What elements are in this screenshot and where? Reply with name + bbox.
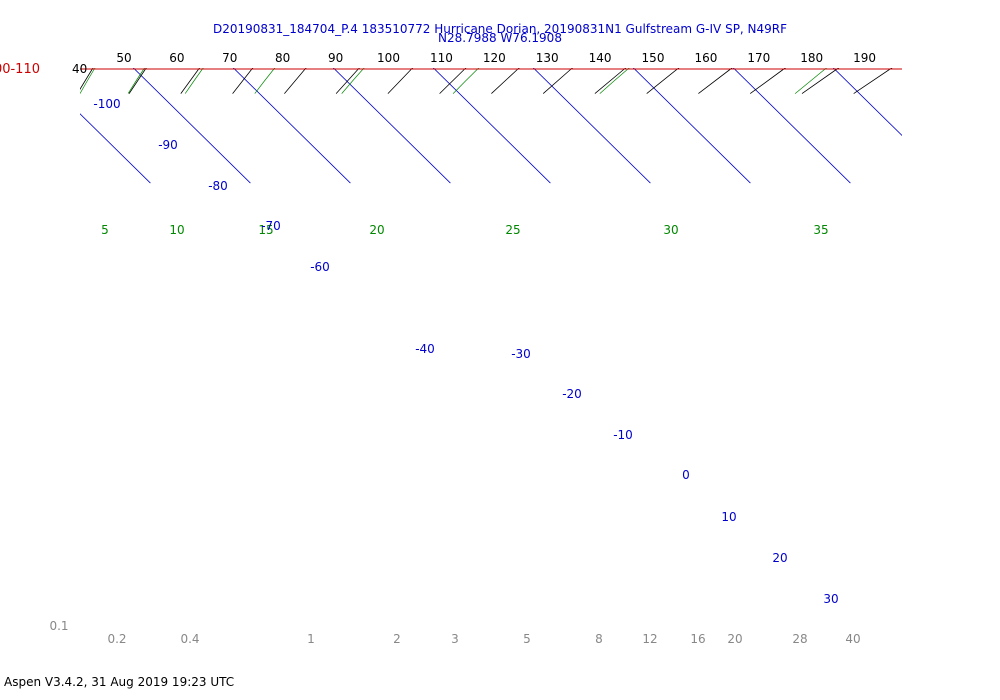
moist-adiabat-label: 35 <box>813 223 828 237</box>
dry-adiabat-line <box>128 68 147 94</box>
moist-adiabat-line <box>0 0 292 94</box>
top-tick-label: 110 <box>430 51 453 65</box>
top-tick-label: 140 <box>589 51 612 65</box>
pressure-tick-label: 100-110 <box>0 62 40 77</box>
moist-adiabat-line <box>0 0 442 94</box>
moist-adiabat-label: 5 <box>101 223 109 237</box>
isotherm-line <box>0 0 50 183</box>
mixing-ratio-label: 3 <box>451 632 459 646</box>
mixing-ratio-label: 2 <box>393 632 401 646</box>
mixing-ratio-label: 16 <box>690 632 705 646</box>
top-tick-label: 190 <box>853 51 876 65</box>
moist-adiabat-line <box>0 0 542 94</box>
dry-adiabat-line <box>853 68 893 94</box>
moist-adiabat-line <box>80 68 96 94</box>
top-tick-label: 180 <box>800 51 823 65</box>
dry-adiabat-line <box>0 0 546 94</box>
top-tick-label: 130 <box>536 51 559 65</box>
isotherm-label: -10 <box>613 428 633 442</box>
mixing-ratio-label: 28 <box>792 632 807 646</box>
dry-adiabat-line <box>26 0 749 94</box>
mixing-ratio-label: 40 <box>845 632 860 646</box>
altitude-label: 40 <box>72 62 87 76</box>
dry-adiabat-line <box>180 68 200 94</box>
moist-adiabat-line <box>2 0 643 94</box>
mixing-ratio-label: 20 <box>727 632 742 646</box>
isotherm-label: -70 <box>261 219 281 233</box>
moist-adiabat-label: 10 <box>169 223 184 237</box>
isotherm-label: -100 <box>93 97 120 111</box>
dry-adiabat-line <box>0 0 444 94</box>
top-tick-label: 160 <box>694 51 717 65</box>
moist-adiabat-line <box>127 68 145 94</box>
chart-title-line1: D20190831_184704_P.4 183510772 Hurricane… <box>213 22 787 36</box>
top-tick-label: 120 <box>483 51 506 65</box>
dry-adiabat-line <box>335 68 360 94</box>
top-tick-label: 170 <box>747 51 770 65</box>
isotherm-label: -60 <box>310 260 330 274</box>
top-tick-label: 50 <box>116 51 131 65</box>
moist-adiabat-line <box>0 0 392 94</box>
dry-adiabat-line <box>284 68 307 94</box>
top-tick-label: 150 <box>642 51 665 65</box>
top-tick-label: 60 <box>169 51 184 65</box>
isotherm-line <box>80 113 151 184</box>
moist-adiabat-line <box>0 0 492 94</box>
moist-adiabat-line <box>794 68 827 94</box>
dry-adiabat-line <box>801 68 840 94</box>
moist-adiabat-line <box>254 68 276 94</box>
footer-version: Aspen V3.4.2, 31 Aug 2019 19:23 UTC <box>4 675 235 689</box>
moist-adiabat-line <box>0 0 342 94</box>
top-tick-label: 80 <box>275 51 290 65</box>
isotherm-line <box>897 0 1000 183</box>
moist-adiabat-line <box>452 68 480 94</box>
isotherm-label: 30 <box>823 592 838 606</box>
grid-layer <box>0 0 1000 184</box>
dry-adiabat-line <box>646 68 680 94</box>
dry-adiabat-line <box>387 68 414 94</box>
moist-adiabat-line <box>599 68 630 94</box>
isotherm-label: 10 <box>721 510 736 524</box>
isotherm-label: -20 <box>562 387 582 401</box>
mixing-ratio-label: 0.4 <box>180 632 199 646</box>
label-layer: 100-110200300400500600700800900100050607… <box>0 51 876 646</box>
top-tick-label: 70 <box>222 51 237 65</box>
isotherm-label: -90 <box>158 138 178 152</box>
isotherm-label: -40 <box>415 342 435 356</box>
dry-adiabat-line <box>0 0 647 94</box>
mixing-ratio-label: 1 <box>307 632 315 646</box>
moist-adiabat-label: 15 <box>258 223 273 237</box>
mixing-ratio-label: 12 <box>642 632 657 646</box>
top-tick-label: 90 <box>328 51 343 65</box>
mixing-ratio-label: 0.2 <box>107 632 126 646</box>
mixing-ratio-label: 5 <box>523 632 531 646</box>
isotherm-label: -30 <box>511 347 531 361</box>
chart-title-line2: N28.7988 W76.1908 <box>438 31 562 45</box>
moist-adiabat-line <box>341 68 365 94</box>
mixing-ratio-label: 8 <box>595 632 603 646</box>
moist-adiabat-label: 25 <box>505 223 520 237</box>
dry-adiabat-line <box>594 68 627 94</box>
moist-adiabat-line <box>184 68 204 94</box>
mixing-ratio-label: 0.1 <box>49 619 68 633</box>
top-tick-label: 100 <box>377 51 400 65</box>
isotherm-label: -80 <box>208 179 228 193</box>
moist-adiabat-label: 30 <box>663 223 678 237</box>
dry-adiabat-line <box>957 0 1000 94</box>
dry-adiabat-line <box>698 68 733 94</box>
moist-adiabat-line <box>38 0 692 94</box>
dry-adiabat-line <box>80 68 94 90</box>
isotherm-label: 0 <box>682 468 690 482</box>
dry-adiabat-line <box>232 68 254 94</box>
isotherm-label: 20 <box>772 551 787 565</box>
isotherm-line <box>797 0 1000 183</box>
moist-adiabat-label: 20 <box>369 223 384 237</box>
dry-adiabat-line <box>906 0 1000 94</box>
dry-adiabat-line <box>439 68 467 94</box>
